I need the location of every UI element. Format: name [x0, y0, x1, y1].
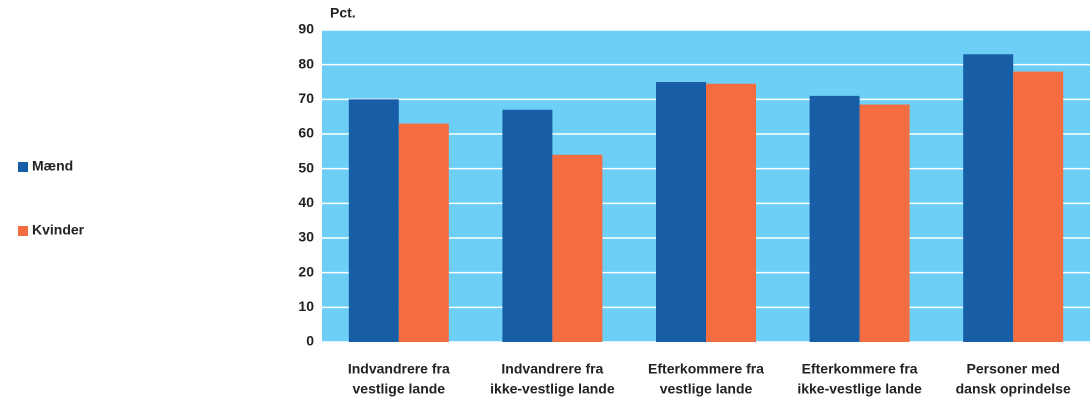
- x-tick-label: ikke-vestlige lande: [797, 381, 922, 397]
- legend-label: Kvinder: [32, 222, 85, 238]
- y-tick-label: 70: [298, 90, 314, 106]
- x-tick-label: vestlige lande: [353, 381, 446, 397]
- x-tick-label: Efterkommere fra: [802, 361, 918, 377]
- y-tick-label: 50: [298, 159, 314, 175]
- bar: [348, 99, 399, 342]
- y-tick-label: 0: [306, 333, 314, 349]
- legend-label: Mænd: [32, 158, 73, 174]
- bar: [656, 82, 706, 342]
- bar: [1013, 71, 1064, 342]
- x-tick-label: ikke-vestlige lande: [490, 381, 615, 397]
- bar: [502, 109, 553, 342]
- bar: [552, 154, 603, 342]
- legend-swatch: [18, 162, 28, 172]
- y-tick-label: 40: [298, 194, 314, 210]
- x-tick-label: Personer med: [967, 361, 1060, 377]
- y-tick-label: 10: [298, 298, 314, 314]
- y-axis-label: Pct.: [330, 5, 356, 21]
- x-tick-label: Indvandrere fra: [501, 361, 603, 377]
- y-tick-label: 90: [298, 21, 314, 37]
- y-tick-label: 80: [298, 55, 314, 71]
- x-tick-label: Efterkommere fra: [648, 361, 764, 377]
- x-tick-label: dansk oprindelse: [956, 381, 1071, 397]
- y-tick-label: 60: [298, 125, 314, 141]
- legend-swatch: [18, 226, 28, 236]
- bar: [963, 54, 1014, 343]
- bar: [809, 95, 860, 342]
- bar: [706, 83, 756, 342]
- bar: [859, 104, 910, 343]
- bar: [398, 123, 449, 342]
- x-tick-label: Indvandrere fra: [348, 361, 450, 377]
- y-tick-label: 20: [298, 263, 314, 279]
- y-tick-label: 30: [298, 229, 314, 245]
- x-tick-label: vestlige lande: [660, 381, 753, 397]
